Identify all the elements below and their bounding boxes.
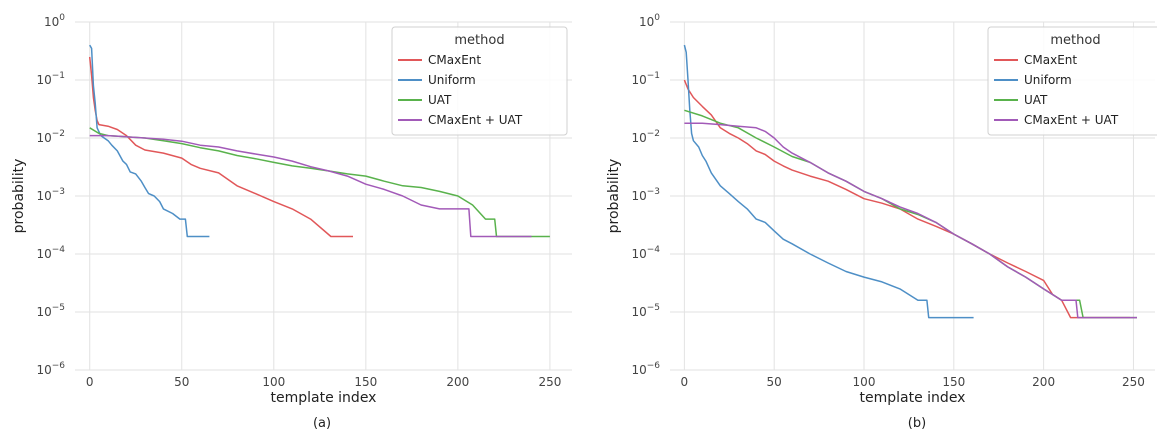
x-tick-label: 50: [767, 375, 782, 389]
legend-entry: CMaxEnt + UAT: [428, 113, 523, 127]
x-tick-label: 150: [942, 375, 965, 389]
chart-caption: (a): [313, 416, 331, 431]
y-tick-label: 10−2: [36, 129, 65, 145]
y-axis-label: probability: [11, 159, 27, 234]
x-tick-label: 250: [538, 375, 561, 389]
y-tick-label: 10−5: [631, 303, 660, 319]
legend-entry: CMaxEnt: [1024, 53, 1077, 67]
legend-entry: CMaxEnt + UAT: [1024, 113, 1119, 127]
legend-entry: CMaxEnt: [428, 53, 481, 67]
legend: method CMaxEnt Uniform UAT CMaxEnt + UAT: [391, 26, 568, 136]
legend-entry: UAT: [428, 93, 452, 107]
legend-entry: UAT: [1024, 93, 1048, 107]
legend-box: [987, 26, 1157, 136]
grid: [75, 21, 572, 371]
y-tick-label: 10−4: [631, 245, 660, 261]
chart-panel-b: 0 50 100 150 200 250 10−6 10−5 10−4 10−3 10−2 10−1 1…: [606, 13, 1157, 431]
x-tick-label: 200: [1032, 375, 1055, 389]
x-tick-label: 0: [86, 375, 94, 389]
legend-title: method: [454, 33, 504, 48]
y-tick-label: 10−6: [36, 361, 65, 377]
y-tick-label: 10−6: [631, 361, 660, 377]
series-lines: [683, 44, 1137, 319]
legend-title: method: [1050, 33, 1100, 48]
y-tick-label: 10−1: [631, 71, 660, 87]
x-tick-label: 250: [1122, 375, 1145, 389]
series-line-uniform: [683, 44, 974, 319]
y-tick-label: 100: [44, 13, 65, 29]
legend-entry: Uniform: [1024, 73, 1072, 87]
y-tick-label: 100: [639, 13, 660, 29]
chart-panel-a: 0 50 100 150 200 250 10−6 10−5 10−4 10−3 10−2 10−1 1…: [11, 13, 572, 431]
legend-entry: Uniform: [428, 73, 476, 87]
legend: method CMaxEnt Uniform UAT CMaxEnt + UAT: [987, 26, 1157, 136]
x-tick-label: 100: [853, 375, 876, 389]
grid: [670, 21, 1155, 371]
y-tick-label: 10−3: [36, 187, 65, 203]
x-axis-label: template index: [271, 390, 377, 406]
y-tick-label: 10−4: [36, 245, 65, 261]
x-tick-label: 50: [174, 375, 189, 389]
x-tick-label: 150: [354, 375, 377, 389]
y-tick-label: 10−3: [631, 187, 660, 203]
x-tick-label: 0: [681, 375, 689, 389]
y-tick-label: 10−5: [36, 303, 65, 319]
chart-caption: (b): [908, 416, 926, 431]
x-axis-label: template index: [860, 390, 966, 406]
y-axis-label: probability: [606, 159, 622, 234]
y-tick-label: 10−2: [631, 129, 660, 145]
series-line-uniform: [89, 44, 210, 238]
series-line-cmaxent-uat: [684, 122, 1137, 319]
series-line-cmaxent: [683, 79, 1130, 319]
series-lines: [88, 44, 550, 238]
x-tick-label: 100: [262, 375, 285, 389]
y-tick-label: 10−1: [36, 71, 65, 87]
x-tick-label: 200: [446, 375, 469, 389]
legend-box: [391, 26, 568, 136]
series-line-cmaxent-uat: [89, 134, 532, 238]
